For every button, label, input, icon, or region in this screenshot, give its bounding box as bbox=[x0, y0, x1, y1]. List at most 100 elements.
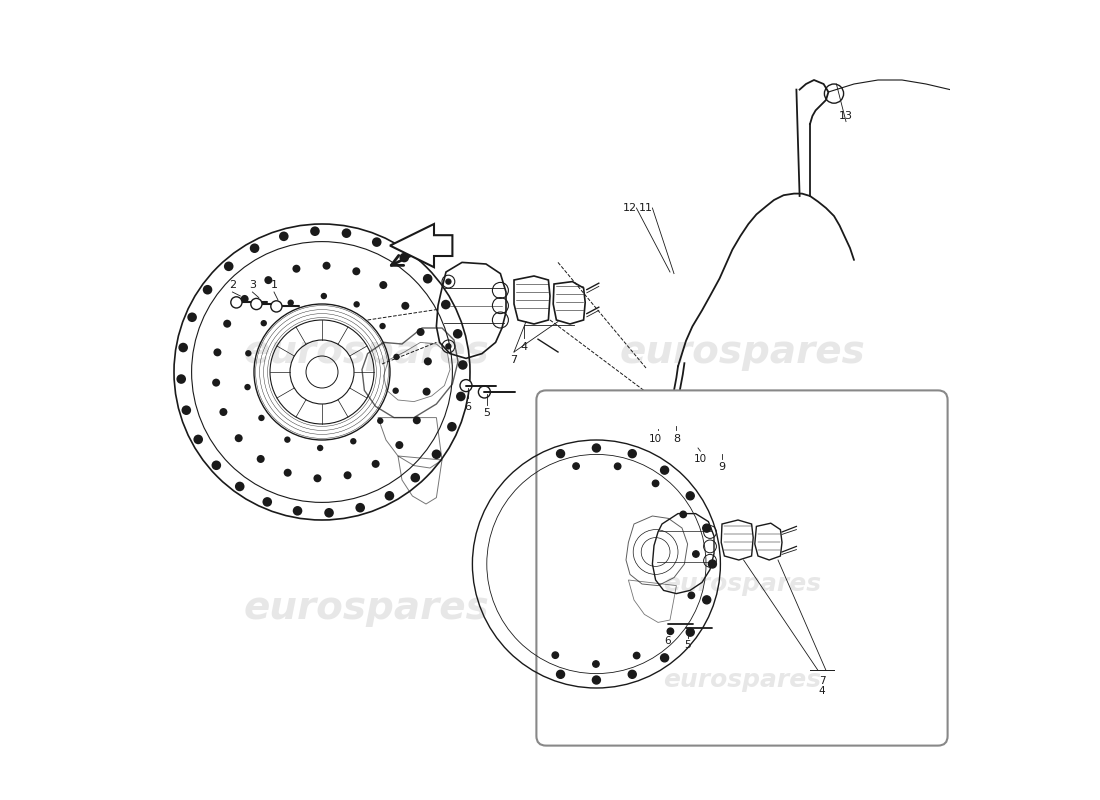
Text: 12: 12 bbox=[623, 203, 637, 213]
Circle shape bbox=[293, 265, 300, 273]
Circle shape bbox=[552, 652, 559, 658]
Circle shape bbox=[213, 348, 221, 356]
Circle shape bbox=[431, 450, 441, 459]
Text: 5: 5 bbox=[483, 408, 491, 418]
Circle shape bbox=[317, 445, 323, 451]
Circle shape bbox=[686, 492, 694, 500]
Text: 4: 4 bbox=[520, 342, 527, 352]
Circle shape bbox=[379, 323, 386, 330]
Text: eurospares: eurospares bbox=[619, 589, 865, 627]
Text: 7: 7 bbox=[818, 676, 825, 686]
Circle shape bbox=[446, 343, 452, 350]
Circle shape bbox=[557, 450, 564, 458]
Circle shape bbox=[279, 231, 288, 241]
Circle shape bbox=[458, 360, 468, 370]
Circle shape bbox=[212, 378, 220, 386]
Circle shape bbox=[264, 276, 273, 284]
Circle shape bbox=[352, 267, 361, 275]
Circle shape bbox=[689, 592, 694, 598]
Circle shape bbox=[379, 281, 387, 289]
Circle shape bbox=[456, 392, 465, 402]
Circle shape bbox=[668, 628, 673, 634]
Text: eurospares: eurospares bbox=[243, 589, 488, 627]
Circle shape bbox=[453, 329, 462, 338]
Circle shape bbox=[263, 497, 272, 506]
Circle shape bbox=[663, 619, 672, 629]
Circle shape bbox=[182, 406, 191, 415]
Circle shape bbox=[410, 473, 420, 482]
Circle shape bbox=[681, 623, 691, 633]
Circle shape bbox=[284, 437, 290, 443]
Text: 5: 5 bbox=[684, 640, 691, 650]
Circle shape bbox=[271, 301, 282, 312]
Text: 2: 2 bbox=[229, 280, 236, 290]
Circle shape bbox=[661, 466, 669, 474]
Text: 9: 9 bbox=[718, 462, 726, 472]
Circle shape bbox=[422, 388, 430, 396]
Circle shape bbox=[235, 482, 244, 491]
Circle shape bbox=[395, 441, 404, 449]
Circle shape bbox=[478, 386, 491, 398]
Text: eurospares: eurospares bbox=[663, 572, 821, 596]
Circle shape bbox=[593, 444, 601, 452]
Circle shape bbox=[385, 491, 394, 501]
Circle shape bbox=[669, 408, 684, 424]
Circle shape bbox=[251, 298, 262, 310]
Circle shape bbox=[693, 551, 700, 558]
Circle shape bbox=[652, 480, 659, 486]
Circle shape bbox=[402, 302, 409, 310]
Circle shape bbox=[244, 384, 251, 390]
Circle shape bbox=[231, 297, 242, 308]
Text: eurospares: eurospares bbox=[243, 333, 488, 371]
Text: 10: 10 bbox=[649, 434, 662, 443]
FancyBboxPatch shape bbox=[537, 390, 947, 746]
Circle shape bbox=[250, 243, 260, 253]
Circle shape bbox=[314, 474, 321, 482]
Circle shape bbox=[593, 676, 601, 684]
Circle shape bbox=[615, 463, 620, 470]
Circle shape bbox=[321, 293, 327, 299]
Circle shape bbox=[412, 416, 421, 424]
Polygon shape bbox=[390, 224, 452, 267]
Circle shape bbox=[680, 511, 686, 518]
Circle shape bbox=[422, 274, 432, 283]
Circle shape bbox=[187, 313, 197, 322]
Circle shape bbox=[424, 358, 432, 366]
Circle shape bbox=[310, 226, 320, 236]
Circle shape bbox=[256, 455, 265, 463]
Circle shape bbox=[343, 471, 352, 479]
Text: 1: 1 bbox=[271, 280, 277, 290]
Circle shape bbox=[593, 661, 600, 667]
Circle shape bbox=[324, 508, 333, 518]
Circle shape bbox=[176, 374, 186, 384]
Circle shape bbox=[417, 328, 425, 336]
Circle shape bbox=[355, 503, 365, 513]
Text: 8: 8 bbox=[673, 434, 680, 443]
Circle shape bbox=[234, 434, 243, 442]
Circle shape bbox=[692, 435, 704, 448]
Circle shape bbox=[241, 295, 249, 303]
Circle shape bbox=[441, 300, 451, 310]
Text: eurospares: eurospares bbox=[663, 668, 821, 692]
Circle shape bbox=[377, 418, 384, 424]
Circle shape bbox=[245, 350, 252, 357]
Circle shape bbox=[703, 596, 711, 604]
Text: 11: 11 bbox=[639, 203, 653, 213]
Circle shape bbox=[342, 228, 351, 238]
Circle shape bbox=[703, 524, 711, 532]
Circle shape bbox=[322, 262, 331, 270]
Text: 3: 3 bbox=[249, 280, 256, 290]
Circle shape bbox=[284, 469, 292, 477]
Circle shape bbox=[394, 354, 399, 360]
Circle shape bbox=[634, 652, 640, 658]
Circle shape bbox=[293, 506, 303, 516]
Circle shape bbox=[261, 320, 267, 326]
Text: 7: 7 bbox=[510, 355, 518, 365]
Circle shape bbox=[651, 416, 664, 429]
Text: 13: 13 bbox=[839, 111, 853, 121]
Circle shape bbox=[399, 253, 409, 262]
Text: 10: 10 bbox=[694, 454, 707, 464]
Circle shape bbox=[224, 262, 233, 271]
Circle shape bbox=[372, 460, 379, 468]
Circle shape bbox=[628, 450, 636, 458]
